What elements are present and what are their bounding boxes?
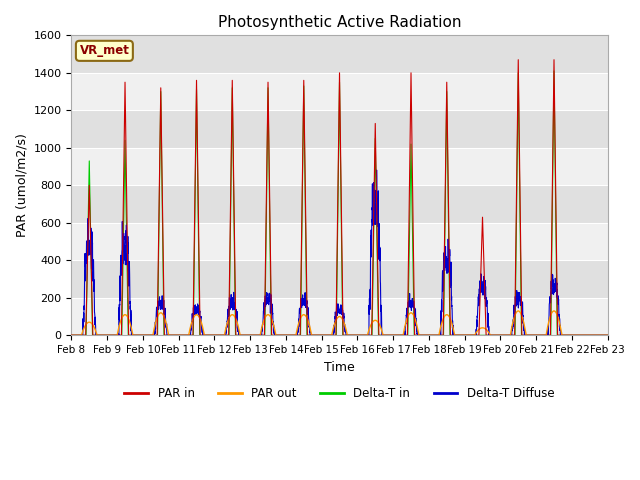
X-axis label: Time: Time [324, 360, 355, 373]
Bar [72, 110, 607, 148]
Bar [72, 223, 607, 260]
Bar [72, 73, 607, 110]
Y-axis label: PAR (umol/m2/s): PAR (umol/m2/s) [15, 133, 28, 237]
Text: VR_met: VR_met [79, 44, 129, 57]
Legend: PAR in, PAR out, Delta-T in, Delta-T Diffuse: PAR in, PAR out, Delta-T in, Delta-T Dif… [120, 382, 559, 404]
Bar [72, 148, 607, 185]
Bar [72, 298, 607, 336]
Bar [72, 185, 607, 223]
Title: Photosynthetic Active Radiation: Photosynthetic Active Radiation [218, 15, 461, 30]
Bar [72, 260, 607, 298]
Bar [72, 36, 607, 73]
